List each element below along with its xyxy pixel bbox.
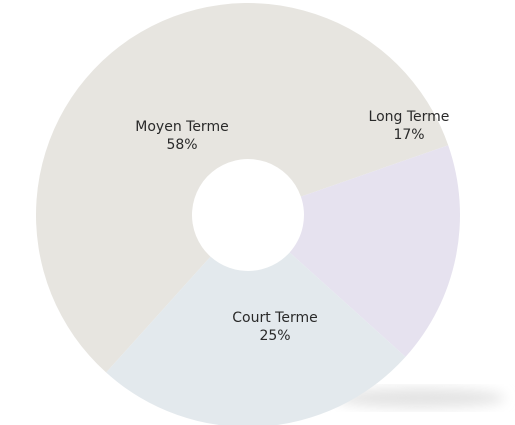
slice xyxy=(36,2,449,373)
labels: Moyen Terme 58% Long Terme 17% Court Terme 25… xyxy=(135,109,449,344)
slice xyxy=(106,252,406,425)
slice-value-label: 25% xyxy=(259,328,290,344)
slice-label: Long Terme xyxy=(369,109,450,125)
slice-label: Moyen Terme xyxy=(135,119,228,135)
shadow xyxy=(335,388,505,408)
slice-label: Court Terme xyxy=(232,310,317,326)
slices xyxy=(36,2,460,425)
slice-value-label: 17% xyxy=(393,127,424,143)
slice-value-label: 58% xyxy=(166,137,197,153)
slice xyxy=(289,145,460,357)
